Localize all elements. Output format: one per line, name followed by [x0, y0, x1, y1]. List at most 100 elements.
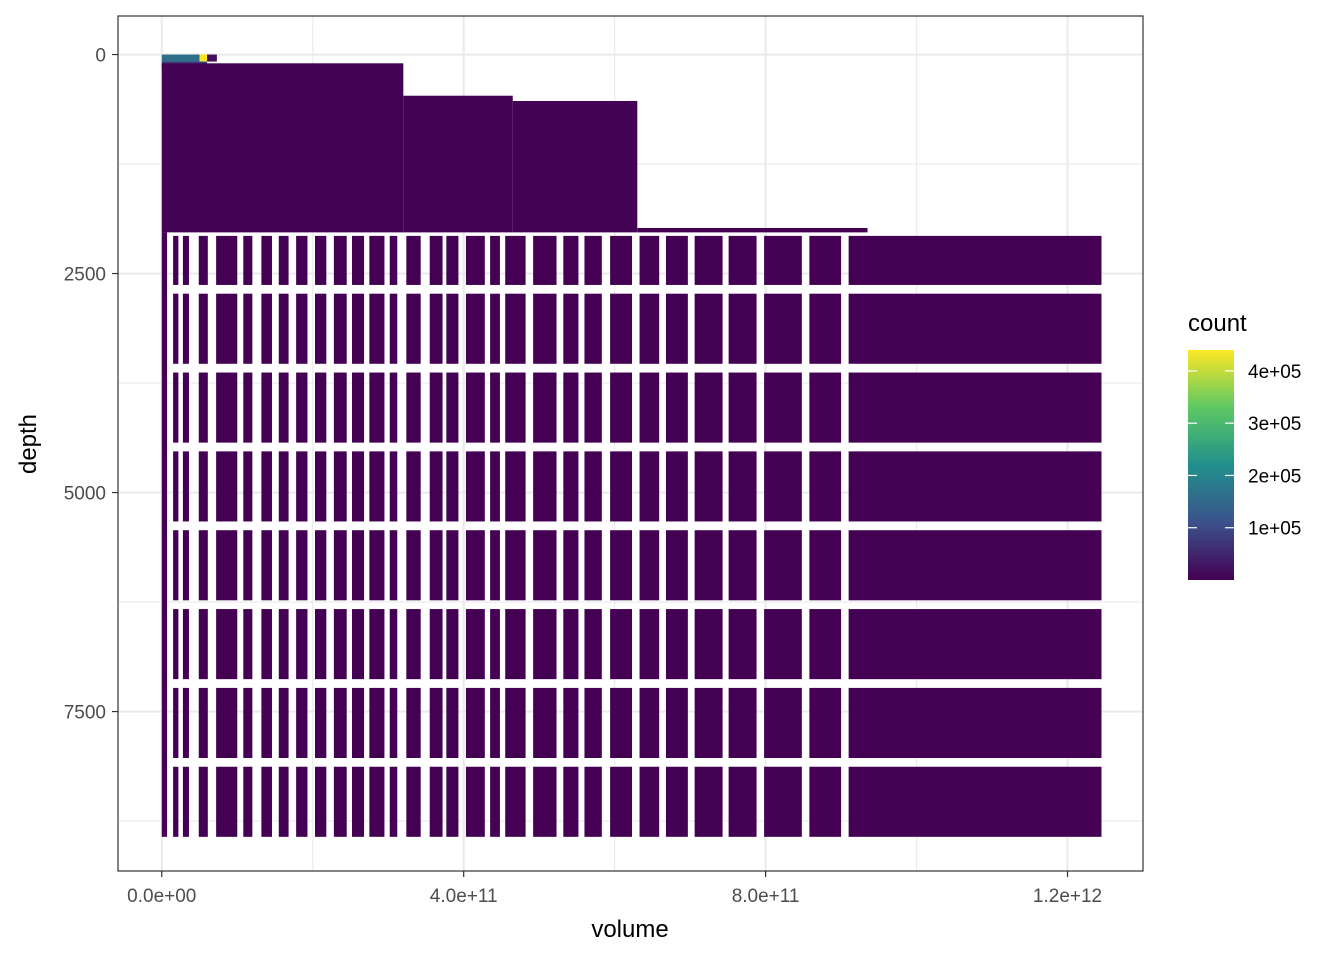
heatmap-tile [199, 54, 208, 62]
heatmap-tile [610, 293, 633, 364]
heatmap-tile [848, 293, 1102, 364]
heatmap-tile [490, 687, 500, 758]
heatmap-tile [296, 293, 308, 364]
heatmap-tile [512, 100, 638, 233]
heatmap-tile [198, 609, 208, 680]
heatmap-tile [848, 530, 1102, 601]
heatmap-tile [216, 687, 238, 758]
heatmap-tile [490, 293, 500, 364]
heatmap-tile [182, 372, 189, 443]
heatmap-tile [216, 235, 238, 285]
heatmap-tile [490, 766, 500, 837]
heatmap-tile [465, 372, 485, 443]
heatmap-tile [490, 235, 500, 285]
heatmap-tile [533, 293, 557, 364]
heatmap-tile [764, 451, 802, 522]
heatmap-tile [243, 293, 253, 364]
heatmap-tile [351, 293, 365, 364]
heatmap-tile [182, 293, 189, 364]
heatmap-tile [173, 687, 179, 758]
heatmap-tile [665, 530, 688, 601]
heatmap-tile [584, 687, 602, 758]
heatmap-tile [296, 687, 308, 758]
heatmap-tile [563, 372, 579, 443]
heatmap-tile [446, 372, 459, 443]
heatmap-tile [429, 372, 443, 443]
heatmap-tile [406, 530, 421, 601]
heatmap-tile [728, 530, 757, 601]
heatmap-tile [369, 766, 385, 837]
heatmap-tile [764, 372, 802, 443]
heatmap-tile [207, 54, 217, 62]
heatmap-tile [261, 530, 272, 601]
y-tick-label: 0 [95, 46, 106, 67]
heatmap-tile [389, 609, 398, 680]
heatmap-tile [584, 235, 602, 285]
heatmap-tile [406, 609, 421, 680]
heatmap-tile [406, 372, 421, 443]
heatmap-tile [261, 766, 272, 837]
heatmap-tile [490, 372, 500, 443]
heatmap-tile [314, 609, 327, 680]
x-tick-label: 8.0e+11 [732, 886, 800, 907]
heatmap-tile [584, 372, 602, 443]
legend: count 1e+05 2e+05 3e+05 4e+05 [1188, 310, 1301, 580]
heatmap-tile [490, 530, 500, 601]
heatmap-tile [333, 372, 347, 443]
heatmap-tile [505, 609, 526, 680]
heatmap-tile [278, 609, 289, 680]
heatmap-tile [665, 766, 688, 837]
heatmap-tiles [161, 54, 1102, 837]
heatmap-tile [351, 530, 365, 601]
heatmap-tile [533, 766, 557, 837]
heatmap-tile [296, 530, 308, 601]
heatmap-tile [369, 687, 385, 758]
heatmap-tile [369, 609, 385, 680]
heatmap-tile [216, 530, 238, 601]
heatmap-tile [403, 95, 513, 233]
heatmap-tile [665, 235, 688, 285]
heatmap-tile [446, 766, 459, 837]
axis-ticks [112, 53, 1069, 877]
heatmap-tile [198, 530, 208, 601]
heatmap-tile [465, 293, 485, 364]
heatmap-tile [665, 293, 688, 364]
heatmap-tile [296, 609, 308, 680]
heatmap-tile [809, 293, 842, 364]
heatmap-tile [182, 530, 189, 601]
heatmap-tile [533, 372, 557, 443]
heatmap-tile [505, 235, 526, 285]
heatmap-tile [389, 293, 398, 364]
heatmap-tile [694, 609, 723, 680]
heatmap-tile [848, 766, 1102, 837]
heatmap-tile [314, 530, 327, 601]
heatmap-tile [314, 687, 327, 758]
heatmap-tile [243, 609, 253, 680]
heatmap-tile [809, 530, 842, 601]
heatmap-tile [429, 609, 443, 680]
heatmap-tile [406, 766, 421, 837]
heatmap-tile [563, 451, 579, 522]
heatmap-tile [429, 293, 443, 364]
heatmap-tile [764, 766, 802, 837]
heatmap-tile [161, 232, 168, 837]
heatmap-tile [809, 372, 842, 443]
heatmap-tile [446, 609, 459, 680]
y-tick-label: 2500 [64, 265, 106, 286]
heatmap-tile [584, 609, 602, 680]
heatmap-tile [584, 451, 602, 522]
heatmap-tile [665, 451, 688, 522]
heatmap-tile [314, 372, 327, 443]
heatmap-tile [261, 293, 272, 364]
heatmap-tile [465, 609, 485, 680]
heatmap-tile [848, 687, 1102, 758]
heatmap-tile [278, 293, 289, 364]
heatmap-tile [182, 235, 189, 285]
heatmap-tile [406, 687, 421, 758]
heatmap-tile [809, 235, 842, 285]
heatmap-tile [465, 451, 485, 522]
heatmap-tile [351, 687, 365, 758]
heatmap-tile [694, 766, 723, 837]
heatmap-tile [296, 235, 308, 285]
heatmap-tile [563, 766, 579, 837]
